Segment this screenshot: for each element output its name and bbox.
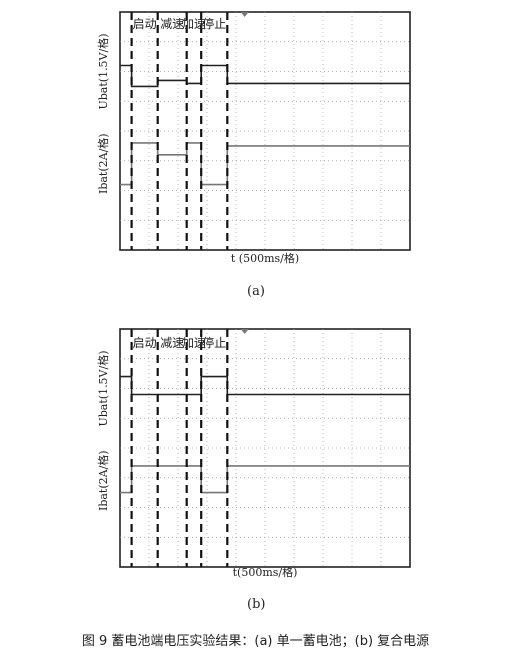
phase-label: 加速 [182,336,206,350]
trace-ibat [120,142,410,186]
sub-label-b: (b) [247,597,266,612]
x-axis-label: t (500ms/格) [231,251,299,265]
phase-label: 减速 [160,17,184,31]
y-axis-label-current: Ibat(2A/格) [96,133,110,194]
x-axis-label: t(500ms/格) [233,565,298,579]
phase-label: 启动 [133,336,157,350]
phase-label: 减速 [160,336,184,350]
panel-b: 启动 减速 加速 停止 t(500ms/格) Ubat(1.5V/格) Ibat(2A/格)… [0,322,511,622]
trigger-marker-icon [240,12,249,17]
phase-label: 启动 [133,17,157,31]
phase-label: 停止 [202,335,226,350]
trigger-marker-icon [240,329,249,334]
y-axis-label-voltage: Ubat(1.5V/格) [96,350,110,426]
panel-a: 启动 减速 加速 停止 t (500ms/格) Ubat(1.5V/格) Ibat(2A/格… [0,0,511,310]
y-axis-label-current: Ibat(2A/格) [96,450,110,511]
y-axis-label-voltage: Ubat(1.5V/格) [96,33,110,109]
phase-label: 加速 [182,17,206,31]
phase-label: 停止 [202,16,226,31]
figure-caption: 图 9 蓄电池端电压实验结果：(a) 单一蓄电池；(b) 复合电源 [81,634,430,649]
sub-label-a: (a) [247,284,265,299]
